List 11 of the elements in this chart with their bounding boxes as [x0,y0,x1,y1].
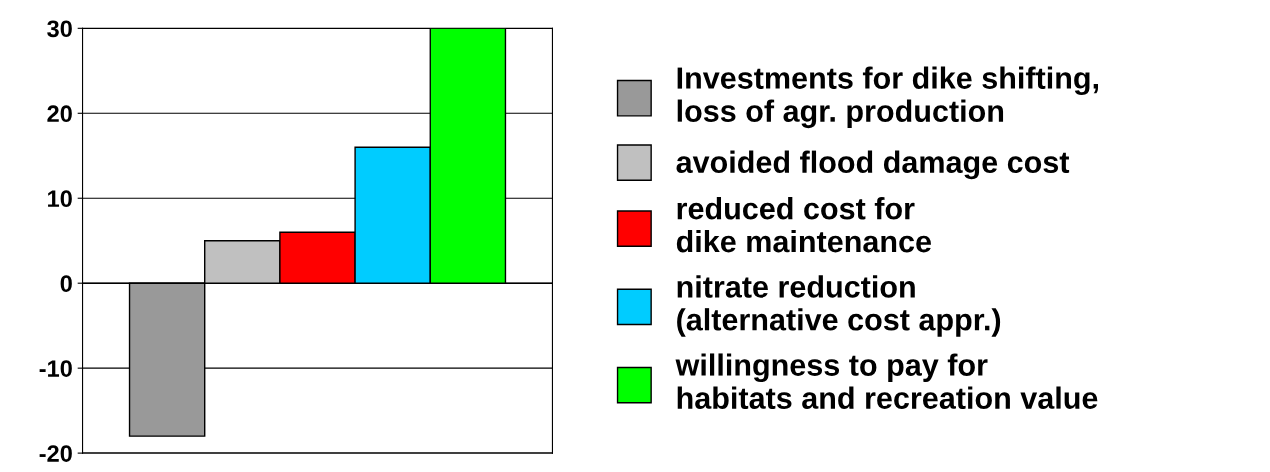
y-tick-label: -20 [39,445,72,462]
legend-label: reduced cost for dike maintenance [676,197,931,253]
y-tick-label: 10 [48,190,72,208]
legend-label: Investments for dike shifting, loss of agr. production [677,66,1098,129]
y-tick-label: 0 [60,275,72,292]
y-tick-label: 20 [47,105,72,123]
legend-label: avoided flood damage cost [676,150,1070,180]
y-tick-label: 30 [47,20,72,38]
legend-label: nitrate reduction (alternative cost appr.) [677,275,1001,337]
legend-label: willingness to pay for habitats and recreation value [675,353,1098,409]
y-tick-label: -10 [39,360,72,377]
